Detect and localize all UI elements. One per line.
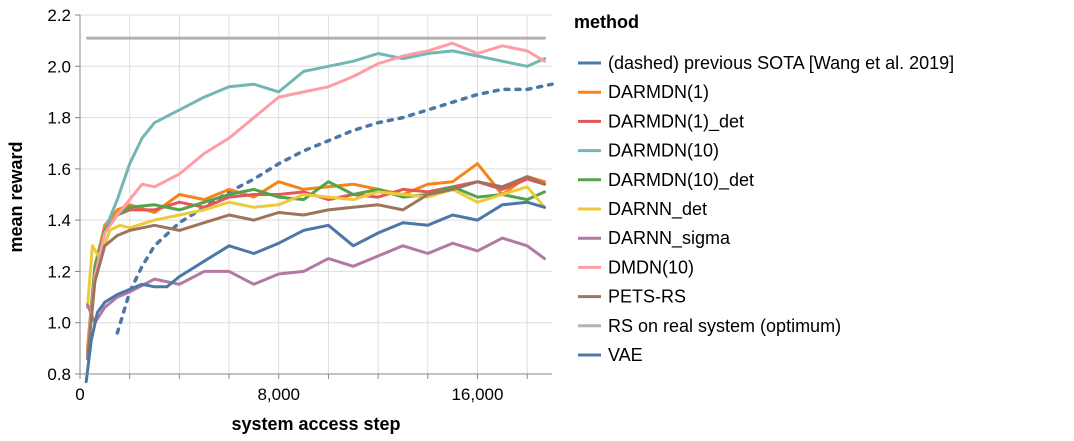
axes: 0.8 1.0 1.2 1.4 1.6 1.8 2.0 2.2 0 8,000 16,000 xyxy=(47,6,552,404)
y-tick-label: 2.2 xyxy=(47,6,71,25)
y-tick-label: 1.8 xyxy=(47,109,71,128)
legend-label-2: DARMDN(1)_det xyxy=(608,111,744,132)
y-tick-label: 1.2 xyxy=(47,262,71,281)
legend: method (dashed) previous SOTA [Wang et a… xyxy=(574,12,954,365)
x-tick-label: 0 xyxy=(75,385,84,404)
y-tick-label: 2.0 xyxy=(47,57,71,76)
x-tick-label: 8,000 xyxy=(257,385,300,404)
series-line-6 xyxy=(86,236,546,325)
series-line-7 xyxy=(86,41,546,355)
series-line-8 xyxy=(86,175,546,361)
legend-label-5: DARNN_det xyxy=(608,199,707,220)
series-line-5 xyxy=(86,185,546,309)
legend-title: method xyxy=(574,12,639,32)
legend-label-10: VAE xyxy=(608,345,643,365)
legend-label-1: DARMDN(1) xyxy=(608,82,709,102)
series-line-10 xyxy=(84,200,546,384)
legend-label-0: (dashed) previous SOTA [Wang et al. 2019… xyxy=(608,53,954,73)
legend-label-8: PETS-RS xyxy=(608,287,686,307)
series-line-3 xyxy=(86,49,546,355)
legend-label-7: DMDN(10) xyxy=(608,257,694,277)
series-line-0 xyxy=(115,82,554,335)
y-tick-label: 1.4 xyxy=(47,211,71,230)
legend-label-4: DARMDN(10)_det xyxy=(608,170,754,191)
series-lines xyxy=(84,36,554,384)
x-axis-label: system access step xyxy=(231,414,400,434)
legend-label-3: DARMDN(10) xyxy=(608,141,719,161)
legend-label-9: RS on real system (optimum) xyxy=(608,316,841,336)
y-tick-label: 1.0 xyxy=(47,314,71,333)
legend-label-6: DARNN_sigma xyxy=(608,228,731,249)
y-axis-label: mean reward xyxy=(6,141,26,252)
x-tick-label: 16,000 xyxy=(451,385,503,404)
y-tick-label: 0.8 xyxy=(47,365,71,384)
y-tick-label: 1.6 xyxy=(47,160,71,179)
